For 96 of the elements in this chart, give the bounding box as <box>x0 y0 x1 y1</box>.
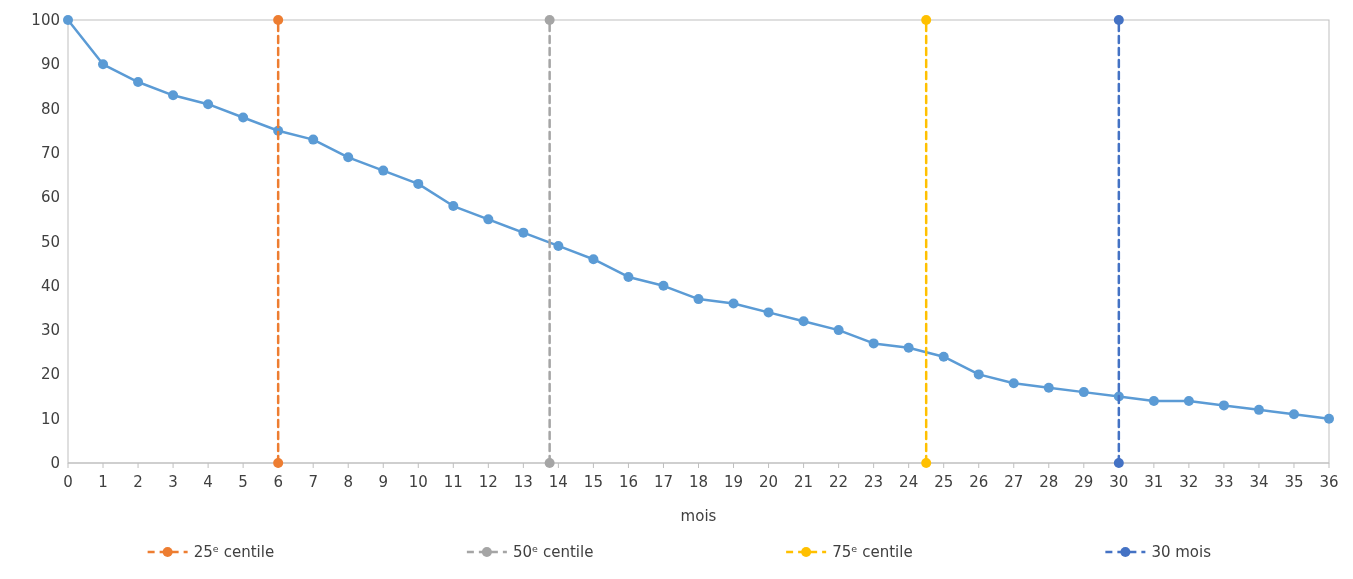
point <box>238 112 249 123</box>
point <box>693 294 704 305</box>
point <box>728 298 739 309</box>
x-tick-label: 10 <box>408 473 428 491</box>
x-tick-label: 1 <box>98 473 108 491</box>
x-tick-label: 16 <box>618 473 638 491</box>
point <box>448 201 459 212</box>
point <box>203 99 214 110</box>
x-tick-label: 32 <box>1179 473 1199 491</box>
x-tick-label: 35 <box>1284 473 1304 491</box>
legend-label: 30 mois <box>1151 543 1212 561</box>
legend-label: 75ᵉ centile <box>832 543 913 561</box>
y-tick-label: 80 <box>40 99 60 118</box>
point <box>1183 395 1194 406</box>
x-tick-label: 26 <box>969 473 989 491</box>
point <box>921 458 932 468</box>
point <box>1288 409 1299 420</box>
y-tick-label: 40 <box>40 276 60 295</box>
point <box>273 458 284 468</box>
point <box>343 152 354 163</box>
y-tick-label: 90 <box>40 55 60 74</box>
point <box>1253 404 1264 415</box>
x-tick-label: 11 <box>443 473 463 491</box>
x-tick-label: 27 <box>1004 473 1024 491</box>
y-tick-label: 20 <box>40 365 60 384</box>
point <box>168 90 179 101</box>
y-tick-label: 50 <box>40 232 60 251</box>
point <box>63 15 73 25</box>
point <box>98 59 109 70</box>
x-tick-label: 23 <box>864 473 884 491</box>
x-tick-label: 25 <box>934 473 954 491</box>
point <box>658 280 669 291</box>
point <box>1324 413 1334 424</box>
legend-label: 25ᵉ centile <box>193 543 275 561</box>
point <box>544 458 555 468</box>
y-tick-label: 10 <box>40 409 60 428</box>
x-tick-label: 22 <box>829 473 849 491</box>
point <box>1113 15 1124 25</box>
x-axis-title: mois <box>680 507 717 525</box>
point <box>833 325 844 336</box>
x-tick-label: 13 <box>513 473 533 491</box>
point <box>1078 387 1089 398</box>
x-tick-label: 4 <box>203 473 213 491</box>
x-tick-label: 8 <box>343 473 353 491</box>
point <box>413 178 424 189</box>
point <box>308 134 319 145</box>
x-tick-label: 20 <box>759 473 779 491</box>
x-tick-label: 6 <box>273 473 283 491</box>
x-tick-label: 9 <box>378 473 389 491</box>
point <box>921 15 932 25</box>
x-tick-label: 15 <box>583 473 603 491</box>
x-tick-label: 3 <box>168 473 178 491</box>
y-tick-label: 60 <box>40 188 60 207</box>
y-tick-label: 70 <box>40 143 60 162</box>
point <box>273 15 284 25</box>
x-tick-label: 2 <box>133 473 143 491</box>
x-tick-label: 28 <box>1039 473 1059 491</box>
x-tick-label: 5 <box>238 473 248 491</box>
point <box>518 227 529 238</box>
point <box>1008 378 1019 389</box>
x-tick-label: 33 <box>1214 473 1234 491</box>
point <box>1218 400 1229 411</box>
x-tick-label: 30 <box>1109 473 1129 491</box>
x-tick-label: 31 <box>1144 473 1164 491</box>
x-tick-label: 17 <box>653 473 674 491</box>
x-tick-label: 18 <box>688 473 709 491</box>
point <box>623 271 634 282</box>
legend-label: 50ᵉ centile <box>512 543 594 561</box>
y-tick-label: 30 <box>40 321 60 340</box>
y-tick-label: 0 <box>50 454 60 472</box>
x-tick-label: 29 <box>1074 473 1094 491</box>
x-tick-label: 12 <box>478 473 498 491</box>
point <box>763 307 774 318</box>
point <box>133 77 144 88</box>
y-tick-label: 100 <box>31 11 60 29</box>
point <box>1043 382 1054 393</box>
point <box>868 338 879 349</box>
x-tick-label: 14 <box>548 473 568 491</box>
point <box>1113 458 1124 468</box>
x-tick-label: 0 <box>63 473 73 491</box>
point <box>798 316 809 327</box>
point <box>903 342 914 353</box>
x-tick-label: 24 <box>899 473 919 491</box>
point <box>973 369 984 380</box>
point <box>588 254 599 265</box>
point <box>553 240 564 251</box>
point <box>378 165 389 176</box>
point <box>544 15 555 25</box>
x-tick-label: 19 <box>723 473 744 491</box>
point <box>1148 395 1159 406</box>
x-tick-label: 21 <box>794 473 814 491</box>
x-tick-label: 36 <box>1319 473 1339 491</box>
x-tick-label: 34 <box>1249 473 1269 491</box>
point <box>483 214 494 225</box>
x-tick-label: 7 <box>308 473 318 491</box>
point <box>938 351 949 362</box>
